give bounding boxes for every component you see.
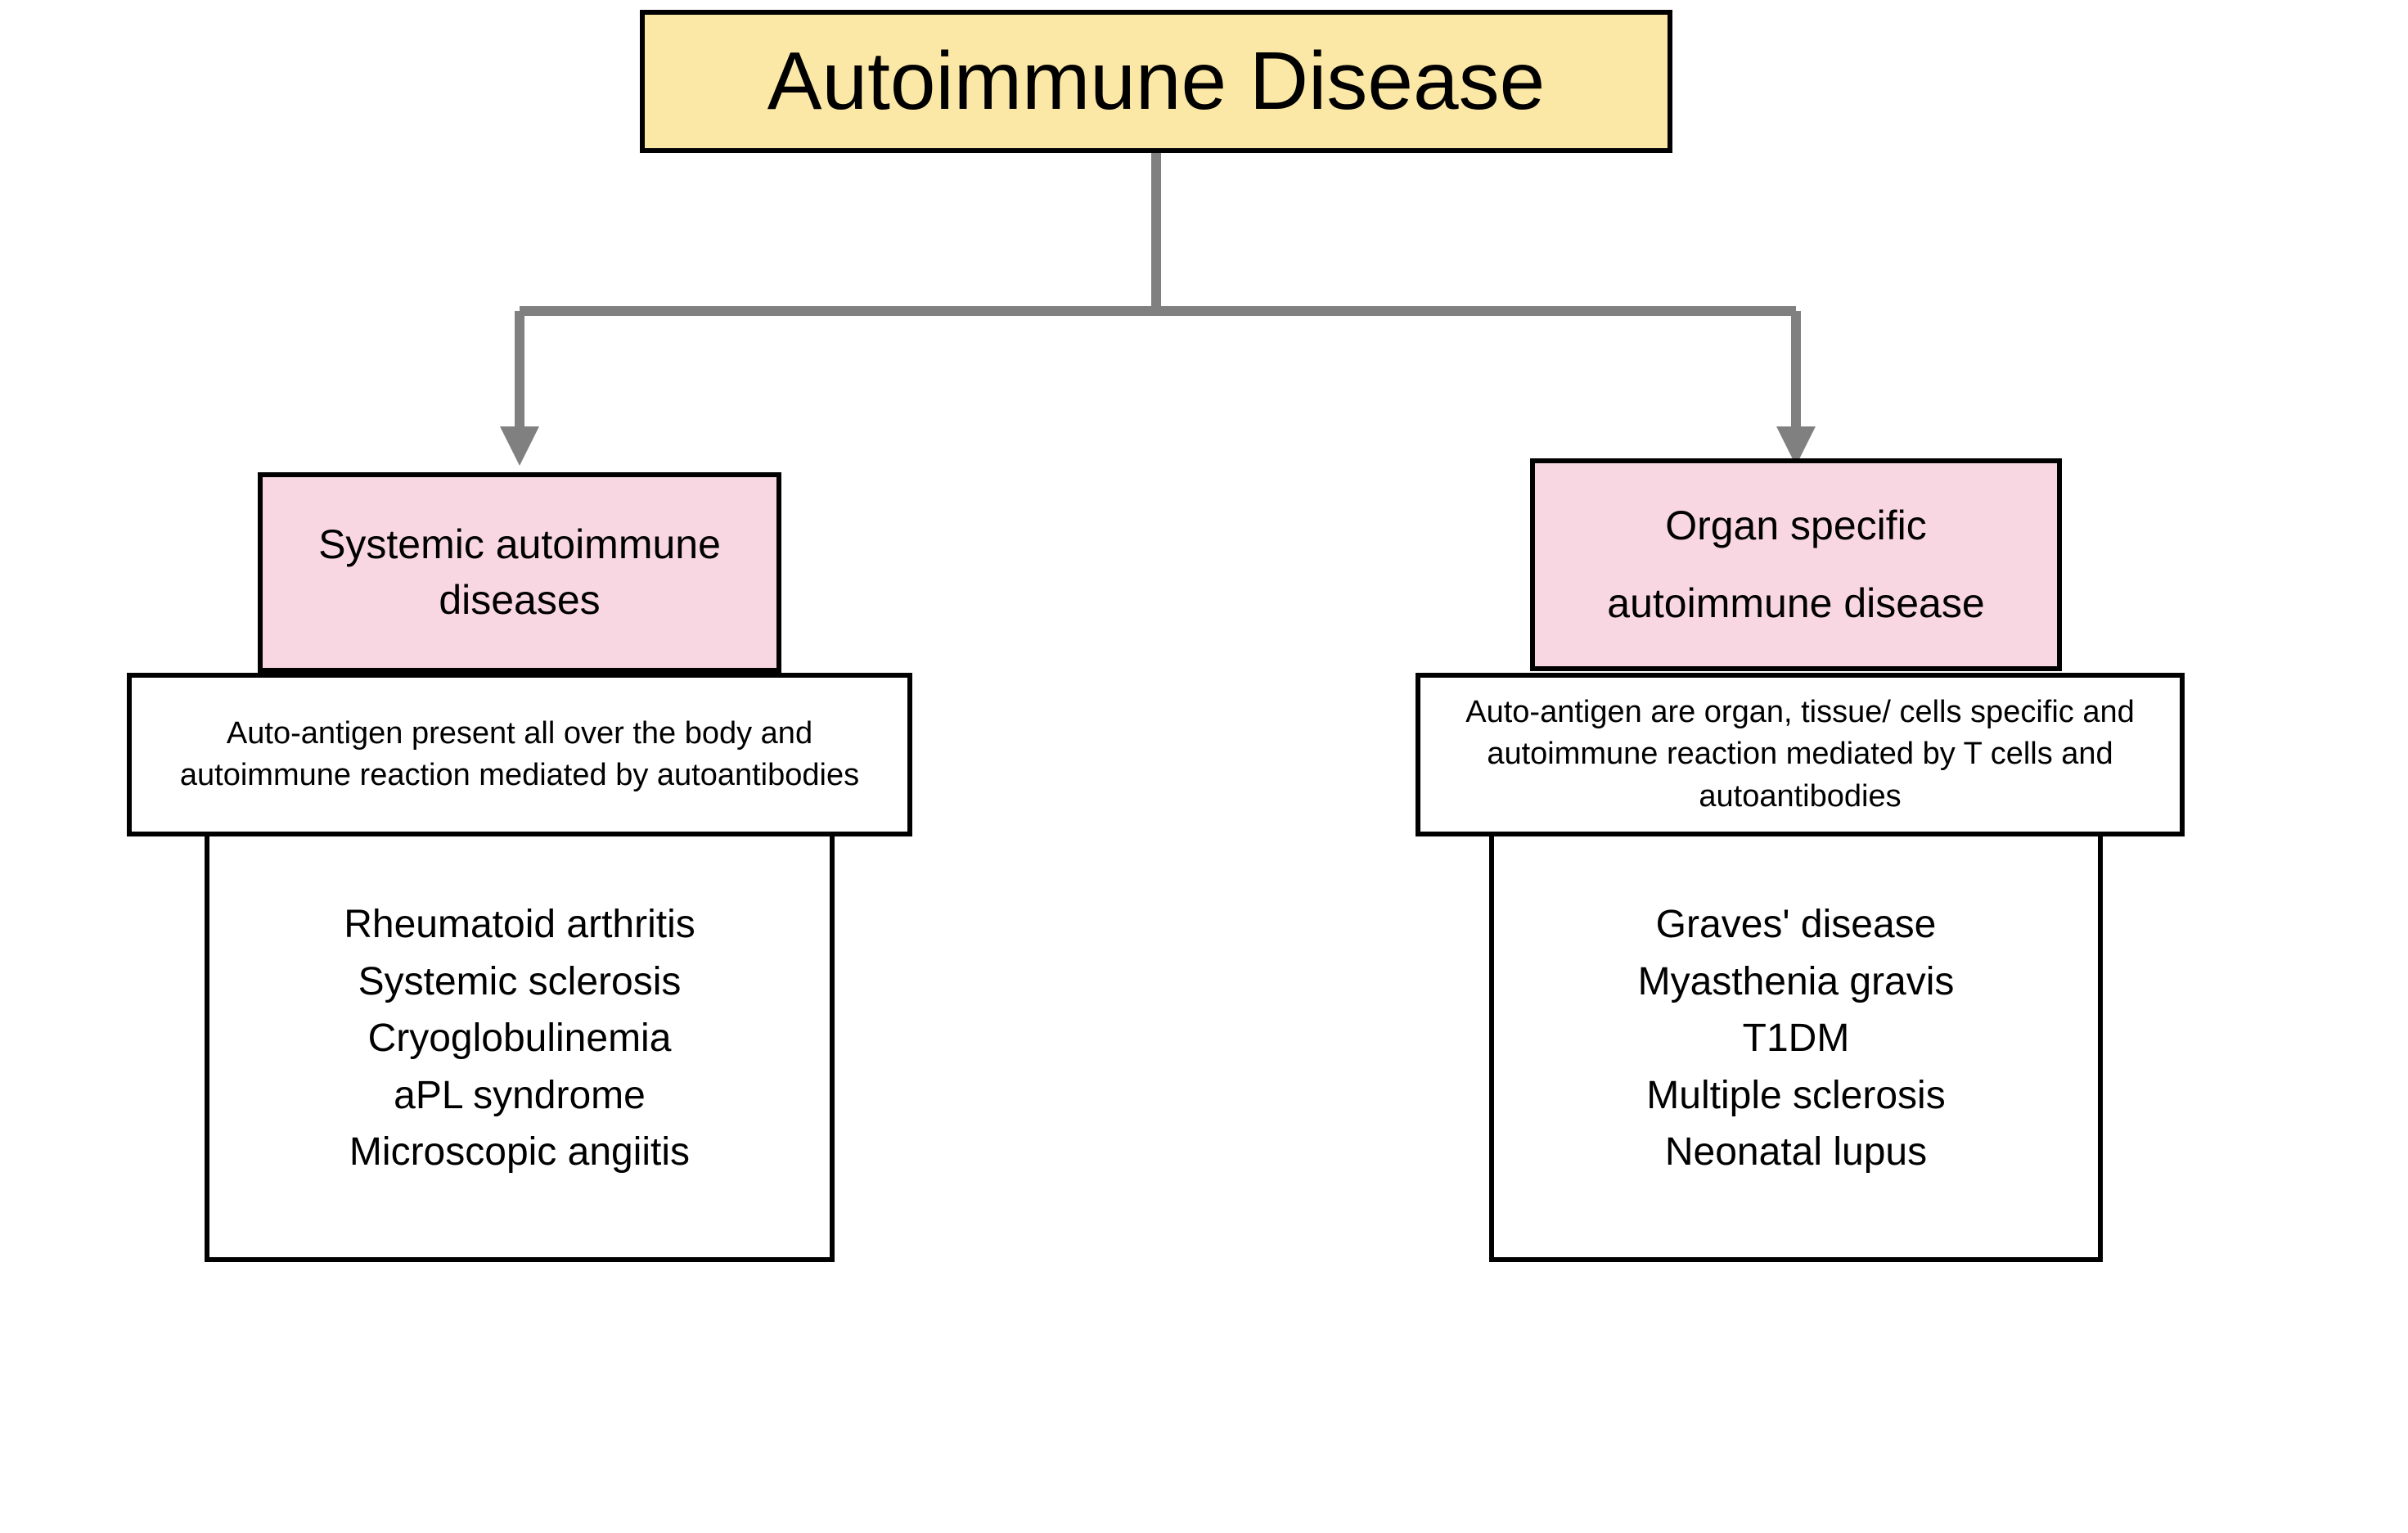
category-organ-specific-label: Organ specific autoimmune disease (1568, 487, 2024, 643)
example-item: T1DM (1743, 1010, 1850, 1067)
description-organ-specific-text: Auto-antigen are organ, tissue/ cells sp… (1445, 692, 2155, 818)
example-item: Rheumatoid arthritis (344, 896, 695, 954)
example-item: Systemic sclerosis (358, 954, 682, 1011)
description-systemic-text: Auto-antigen present all over the body a… (156, 713, 883, 797)
example-item: Microscopic angiitis (349, 1124, 690, 1181)
example-item: Myasthenia gravis (1638, 954, 1955, 1011)
example-item: Neonatal lupus (1665, 1124, 1927, 1181)
example-item: Cryoglobulinemia (368, 1010, 672, 1067)
example-item: Multiple sclerosis (1646, 1067, 1945, 1125)
description-systemic: Auto-antigen present all over the body a… (127, 673, 912, 836)
examples-organ-specific: Graves' diseaseMyasthenia gravisT1DMMult… (1489, 836, 2103, 1262)
description-organ-specific: Auto-antigen are organ, tissue/ cells sp… (1416, 673, 2185, 836)
category-systemic: Systemic autoimmune diseases (258, 472, 781, 673)
example-item: Graves' disease (1656, 896, 1937, 954)
category-systemic-label: Systemic autoimmune diseases (295, 517, 744, 628)
category-organ-specific: Organ specific autoimmune disease (1530, 458, 2062, 671)
example-item: aPL syndrome (394, 1067, 646, 1125)
examples-systemic: Rheumatoid arthritisSystemic sclerosisCr… (205, 836, 835, 1262)
